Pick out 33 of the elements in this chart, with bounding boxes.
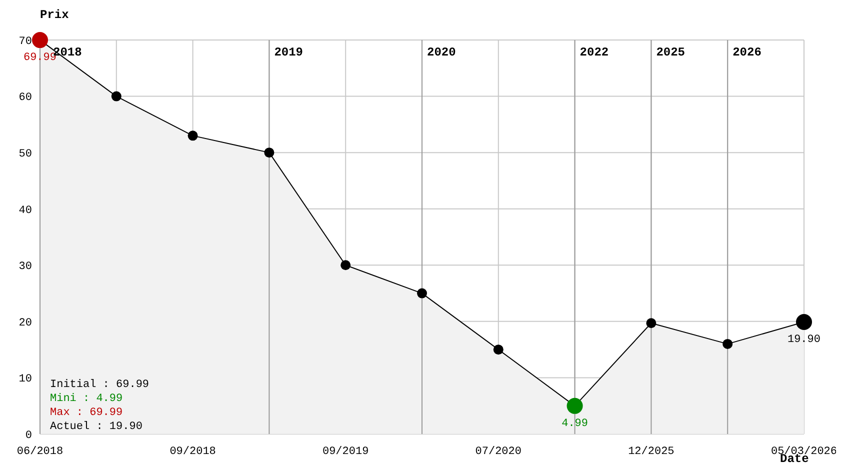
- y-tick-label: 50: [18, 148, 32, 160]
- data-label: 19.90: [787, 334, 821, 346]
- point: [646, 318, 656, 328]
- y-tick-label: 40: [18, 204, 32, 217]
- annotation: Mini : 4.99: [50, 392, 124, 406]
- point: [111, 91, 122, 102]
- annotation: Max : 69.99: [50, 406, 124, 420]
- y-tick-label: 30: [18, 261, 32, 274]
- y-axis-title: Prix: [40, 8, 69, 22]
- point: [493, 344, 504, 355]
- x-tick-label: 07/2020: [475, 446, 522, 458]
- point: [722, 338, 733, 349]
- point: [188, 130, 198, 141]
- x-tick-label: 09/2018: [170, 446, 216, 458]
- annotation: 2019: [274, 46, 304, 60]
- annotation: Initial : 69.99: [50, 378, 150, 392]
- y-tick-label: 20: [18, 317, 32, 330]
- annotation: 2022: [580, 46, 609, 60]
- x-tick-label: 06/2018: [16, 446, 64, 458]
- annotation: 2026: [732, 46, 762, 60]
- annotation: Actuel : 19.90: [50, 420, 144, 434]
- point: [417, 288, 427, 298]
- y-tick-label: 10: [18, 374, 32, 386]
- data-label: 4.99: [562, 418, 588, 430]
- annotation: 2020: [427, 46, 456, 60]
- x-tick-label: 12/2025: [628, 446, 674, 458]
- y-tick-label: 70: [18, 36, 32, 48]
- point: [340, 260, 351, 270]
- y-tick-label: 60: [18, 92, 32, 104]
- point: [264, 148, 274, 158]
- annotation: 2025: [656, 46, 686, 60]
- y-tick-label: 0: [25, 430, 32, 442]
- x-tick-label: 09/2019: [322, 446, 369, 458]
